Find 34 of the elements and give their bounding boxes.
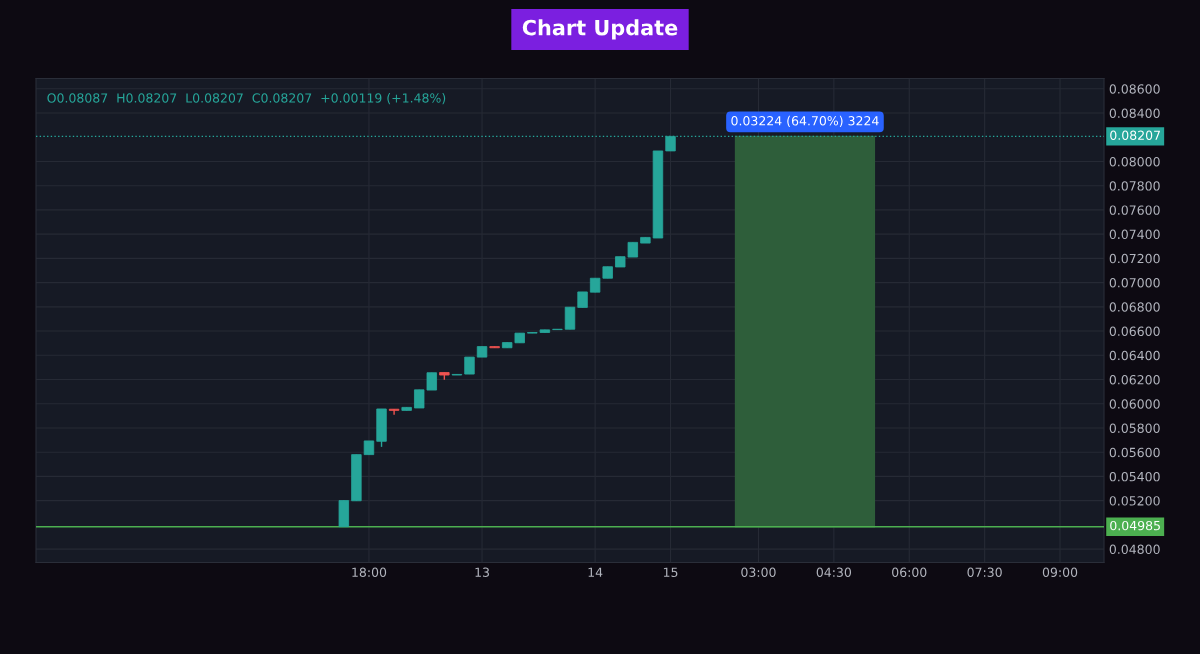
x-tick-label: 09:00	[1042, 567, 1078, 577]
y-tick-label: 0.07200	[1109, 253, 1160, 264]
y-tick-label: 0.06000	[1109, 399, 1160, 409]
y-tick-label: 0.08600	[1109, 84, 1160, 94]
y-tick-label: 0.05200	[1109, 496, 1160, 506]
x-tick-label: 03:00	[741, 567, 776, 577]
y-tick-label: 0.05600	[1109, 447, 1160, 458]
y-tick-label: 0.07600	[1109, 205, 1160, 215]
x-tick-label: 14	[588, 567, 603, 577]
x-tick-label: 06:00	[892, 567, 927, 577]
y-tick-label: 0.08000	[1109, 156, 1160, 167]
ref-line-label: 0.04985	[1110, 520, 1160, 531]
y-tick-label: 0.07800	[1109, 181, 1160, 191]
x-tick-label: 15	[663, 567, 678, 577]
x-tick-label: 04:30	[816, 567, 852, 577]
x-tick-label: 07:30	[967, 567, 1002, 577]
y-tick-label: 0.05400	[1109, 471, 1160, 482]
annotation: O0.08087 H0.08207 L0.08207 C0.08207 +0.00119 (+1.48%)	[47, 93, 446, 105]
x-tick-label: 13	[475, 567, 489, 577]
ref-line-label: 0.08207	[1110, 130, 1160, 141]
y-tick-label: 0.07000	[1109, 278, 1160, 288]
y-tick-label: 0.07400	[1109, 229, 1160, 240]
y-tick-label: 0.04800	[1109, 544, 1160, 555]
y-tick-label: 0.05800	[1109, 423, 1160, 433]
candlestick	[388, 408, 400, 416]
band-label: 0.03224 (64.70%) 3224	[731, 115, 879, 127]
y-tick-label: 0.06600	[1109, 326, 1160, 336]
chart-title: Chart Update	[522, 19, 678, 40]
y-tick-label: 0.06200	[1109, 374, 1160, 385]
y-tick-label: 0.08400	[1109, 108, 1160, 118]
x-tick-label: 18:00	[352, 567, 387, 577]
candlestick	[564, 306, 576, 330]
y-tick-label: 0.06400	[1109, 350, 1160, 361]
y-tick-label: 0.06800	[1109, 302, 1160, 312]
